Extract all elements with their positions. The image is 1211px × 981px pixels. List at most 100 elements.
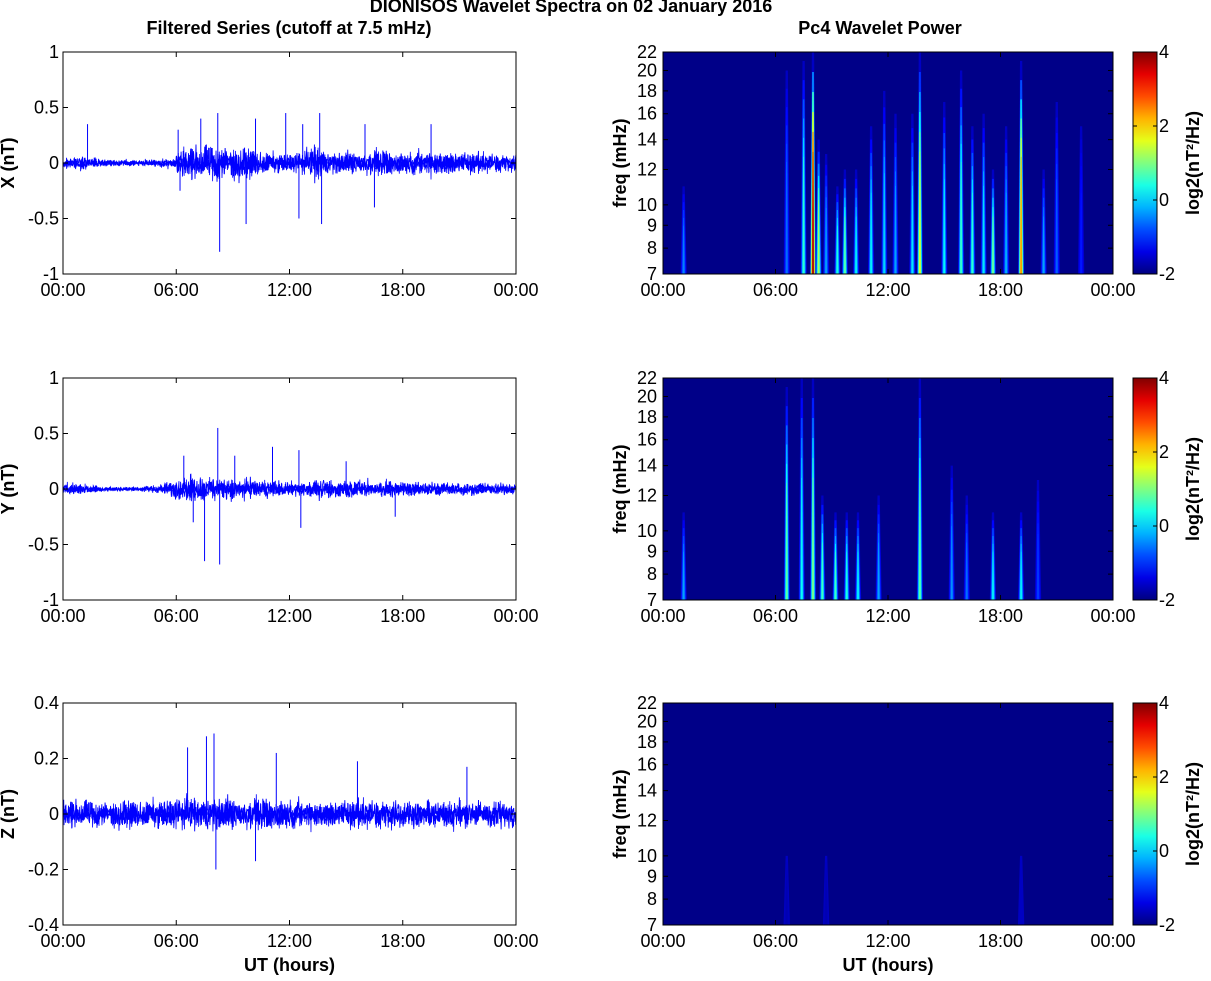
y-tick-label: 12	[637, 486, 657, 506]
left-column-title: Filtered Series (cutoff at 7.5 mHz)	[146, 18, 431, 38]
x-tick-label: 00:00	[640, 280, 685, 300]
x-tick-label: 06:00	[154, 931, 199, 951]
heatmap-burst	[821, 542, 824, 600]
heatmap-burst	[817, 200, 820, 274]
x-tick-label: 18:00	[380, 606, 425, 626]
heatmap-burst	[855, 216, 857, 274]
x-tick-label: 00:00	[1090, 280, 1135, 300]
y-tick-label: -0.2	[28, 860, 59, 880]
heatmap-burst	[802, 156, 805, 274]
y-tick-label: 7	[647, 590, 657, 610]
y-tick-label: 16	[637, 104, 657, 124]
y-tick-label: 0	[49, 479, 59, 499]
y-tick-label: 14	[637, 781, 657, 801]
heatmap-burst	[883, 173, 886, 274]
y-axis-label: freq (mHz)	[610, 444, 630, 533]
x-tick-label: 12:00	[267, 931, 312, 951]
x-tick-label: 00:00	[40, 931, 85, 951]
y-tick-label: 10	[637, 846, 657, 866]
y-tick-label: 0.2	[34, 749, 59, 769]
y-tick-label: 12	[637, 811, 657, 831]
colorbar-tick-label: 0	[1159, 516, 1169, 536]
heatmap-bursts	[680, 52, 1085, 274]
x-tick-label: 00:00	[1090, 606, 1135, 626]
y-tick-label: -1	[43, 264, 59, 284]
y-tick-label: 9	[647, 541, 657, 561]
timeseries-panel-z: -0.4 -0.2 0 0.2 0.4 00:00 06:00 12:00 18:00 00:00…	[0, 693, 539, 975]
y-tick-label: 0.5	[34, 98, 59, 118]
colorbar-scale	[1132, 51, 1158, 275]
y-tick-label: 20	[637, 711, 657, 731]
x-axis-label: UT (hours)	[244, 955, 335, 975]
y-tick-label: 0.5	[34, 424, 59, 444]
y-tick-label: 14	[637, 130, 657, 150]
colorbar-tick-label: 4	[1159, 368, 1169, 388]
heatmap-burst	[834, 551, 837, 600]
y-tick-label: 9	[647, 215, 657, 235]
y-tick-label: -0.5	[28, 209, 59, 229]
right-column-title: Pc4 Wavelet Power	[798, 18, 961, 38]
heatmap-burst	[785, 162, 788, 274]
series-line-overlay	[62, 793, 517, 833]
y-tick-label: 7	[647, 915, 657, 935]
colorbar-tick-label: 2	[1159, 116, 1169, 136]
heatmap-burst	[1042, 216, 1045, 274]
x-tick-label: 00:00	[640, 606, 685, 626]
heatmap-burst	[894, 185, 897, 274]
x-tick-label: 00:00	[1090, 931, 1135, 951]
colorbar-label: log2(nT²/Hz)	[1183, 762, 1203, 866]
colorbar: -2 0 2 4 log2(nT²/Hz)	[1132, 368, 1203, 610]
x-tick-label: 06:00	[753, 931, 798, 951]
y-tick-label: 1	[49, 42, 59, 62]
x-tick-label: 06:00	[753, 280, 798, 300]
y-tick-label: 16	[637, 430, 657, 450]
colorbar-tick-label: -2	[1159, 264, 1175, 284]
heatmap-burst	[877, 542, 880, 600]
heatmap-background	[663, 378, 1113, 600]
colorbar-tick-label: 4	[1159, 42, 1169, 62]
heatmap-burst	[1020, 551, 1022, 600]
heatmap-burst	[919, 477, 921, 600]
y-tick-label: 10	[637, 195, 657, 215]
x-tick-label: 00:00	[640, 931, 685, 951]
x-tick-label: 18:00	[380, 280, 425, 300]
series-line-overlay	[62, 473, 517, 502]
x-tick-label: 00:00	[40, 280, 85, 300]
y-tick-label: -0.5	[28, 535, 59, 555]
heatmap-burst	[950, 526, 953, 600]
heatmap-burst	[1055, 179, 1058, 274]
colorbar-label: log2(nT²/Hz)	[1183, 437, 1203, 541]
y-tick-label: 9	[647, 866, 657, 886]
series-line-overlay	[62, 144, 517, 182]
heatmap-burst	[845, 551, 848, 600]
heatmap-burst	[982, 185, 985, 274]
y-tick-label: -1	[43, 590, 59, 610]
y-tick-label: 7	[647, 264, 657, 284]
heatmap-burst	[812, 151, 814, 274]
heatmap-burst	[800, 477, 803, 600]
y-axis-label: X (nT)	[0, 138, 18, 189]
x-tick-label: 18:00	[978, 931, 1023, 951]
y-tick-label: 22	[637, 368, 657, 388]
y-axis-label: Z (nT)	[0, 789, 18, 839]
x-tick-label: 06:00	[154, 606, 199, 626]
x-tick-label: 12:00	[865, 280, 910, 300]
x-tick-label: 06:00	[154, 280, 199, 300]
heatmap-burst	[919, 151, 921, 274]
y-tick-label: 8	[647, 564, 657, 584]
heatmap-burst	[1020, 886, 1022, 925]
x-tick-label: 00:00	[493, 931, 538, 951]
y-tick-label: 18	[637, 81, 657, 101]
heatmap-burst	[911, 185, 914, 274]
colorbar: -2 0 2 4 log2(nT²/Hz)	[1132, 42, 1203, 284]
x-tick-label: 06:00	[753, 606, 798, 626]
colorbar-scale	[1132, 377, 1158, 601]
y-tick-label: 14	[637, 456, 657, 476]
heatmap-burst	[1005, 192, 1007, 274]
heatmap-burst	[965, 542, 968, 600]
heatmap-burst	[812, 477, 814, 600]
heatmap-burst	[844, 216, 846, 274]
y-axis-label: freq (mHz)	[610, 118, 630, 207]
